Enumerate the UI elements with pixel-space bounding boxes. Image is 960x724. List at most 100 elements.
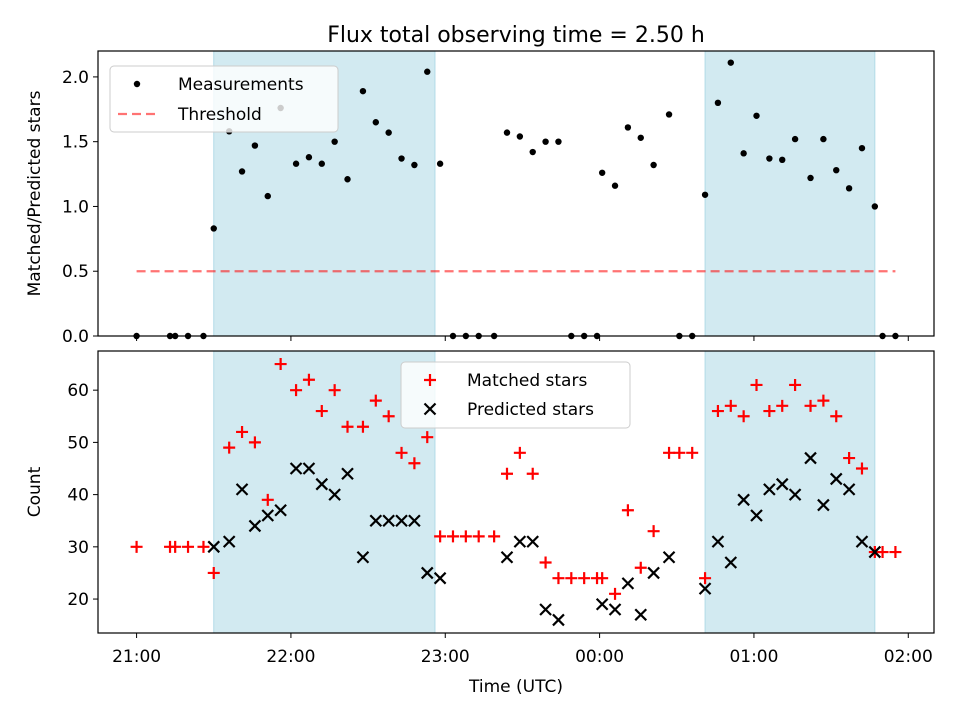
matched-star-point [889,546,902,559]
predicted-star-point [420,566,434,580]
predicted-star-point [382,514,395,527]
matched-star-point [843,452,856,465]
measurement-point [727,59,734,66]
predicted-star-point [433,571,447,585]
matched-star-point [130,540,143,553]
measurement-point [292,160,300,167]
predicted-star-point [763,483,776,496]
matched-star-point [197,540,210,553]
measurement-point [305,154,313,161]
measurement-point [398,155,405,162]
predicted-star-point [711,535,725,548]
matched-star-point [686,446,699,459]
top-legend: Measurements Threshold [109,65,339,133]
legend-matched-marker [424,374,436,386]
x-axis-label: Time (UTC) [468,677,563,697]
matched-star-point [369,394,382,407]
matched-star-point [446,530,459,543]
matched-star-point [789,378,802,391]
predicted-star-point [868,545,882,559]
matched-star-point [302,373,315,386]
measurement-point [740,150,747,157]
measurement-point [871,203,879,210]
bottom-panel: 20 30 40 50 60 21:00 22:00 23:00 00:00 01:00 02:00… [25,350,935,697]
measurement-point [424,68,431,75]
predicted-star-point [395,514,408,527]
measurement-point [264,192,271,200]
matched-star-point [804,399,817,412]
x-tick-label: 02:00 [884,647,933,667]
matched-star-point [750,378,763,391]
predicted-star-point [595,598,609,611]
matched-star-point [169,540,182,553]
measurement-point [503,129,511,136]
predicted-star-point [248,519,262,533]
predicted-star-point [274,504,287,517]
predicted-star-point [222,535,236,548]
predicted-star-point [647,566,660,580]
measurement-point [807,174,814,182]
matched-star-point [565,572,578,585]
predicted-star-point [207,540,221,554]
measurement-point [436,160,444,167]
predicted-star-point [500,551,514,564]
matched-star-point [552,572,565,585]
predicted-star-point [608,603,622,616]
predicted-star-point [526,535,539,548]
predicted-star-point [855,535,869,548]
measurement-point [529,148,536,156]
matched-star-point [539,556,552,569]
predicted-star-point [552,613,565,627]
predicted-star-point [408,514,421,527]
predicted-star-point [621,577,635,590]
matched-star-point [472,530,485,543]
predicted-star-point [724,556,738,569]
matched-star-point [699,572,712,585]
measurement-point [845,185,853,192]
predicted-star-point [698,582,712,595]
legend-box [109,65,339,133]
predicted-star-point [817,498,830,512]
measurement-point [858,144,866,152]
measurement-point [820,135,827,143]
measurement-point [598,169,606,176]
top-shaded-interval [704,50,876,337]
x-tick-label: 23:00 [421,647,470,667]
matched-star-point [182,540,195,553]
top-y-tick-label: 2.0 [62,68,89,88]
matched-star-point [488,530,501,543]
bottom-shaded-interval [704,350,876,634]
measurement-point [210,225,217,232]
top-y-tick-label: 1.5 [62,133,89,153]
bottom-y-tick-label: 50 [67,433,89,453]
bottom-y-tick-label: 20 [67,590,89,610]
matched-star-point [513,446,526,459]
matched-star-point [737,410,750,423]
measurement-point [344,176,351,183]
matched-star-point [763,405,776,418]
measurement-point [359,87,367,95]
measurement-point [766,155,773,162]
bottom-y-axis-label: Count [25,466,45,517]
matched-star-point [261,493,274,506]
bottom-shaded-interval [213,350,436,634]
predicted-star-point [829,472,843,486]
measurement-point [833,166,840,174]
measurement-point [331,138,338,145]
top-axes-frame [97,50,935,337]
x-tick-label: 00:00 [575,647,624,667]
matched-star-point [647,525,660,538]
top-y-axis-label: Matched/Predicted stars [25,90,45,296]
matched-star-point [207,566,220,579]
predicted-star-point [235,483,249,496]
predicted-star-point [634,608,648,621]
matched-star-point [274,358,287,371]
predicted-star-point [341,467,354,480]
top-y-tick-label: 0.0 [62,327,89,347]
matched-star-point [855,462,868,475]
matched-star-point [290,384,303,397]
x-tick-label: 22:00 [266,647,315,667]
legend-matched-label: Matched stars [467,371,587,391]
matched-star-point [408,457,421,470]
